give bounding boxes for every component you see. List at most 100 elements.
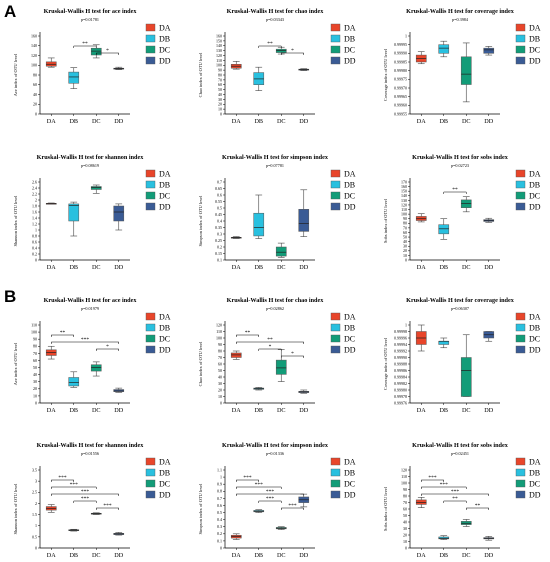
y-tick-label: 0.99996 [394,335,407,340]
y-tick-label: 0.4 [32,245,37,250]
x-tick-label: DD [299,407,308,414]
y-tick-label: 90 [33,337,37,342]
chart-subtitle: p=0.03343 [266,17,284,22]
significance-label: *** [70,482,79,488]
x-tick-label: DC [462,118,471,125]
y-tick-label: 60 [33,358,37,363]
legend-label: DA [344,24,356,33]
legend-label: DA [344,170,356,179]
chart-title: Kruskal-Wallis H test for ace index [44,8,138,15]
y-tick-label: 1.4 [32,215,37,220]
legend-label: DA [529,313,541,322]
x-tick-label: DC [462,407,471,414]
legend-swatch-dc [330,479,341,488]
y-tick-label: 40 [33,92,37,97]
legend-label: DC [529,335,540,344]
y-tick-label: 0.99998 [394,329,407,334]
y-tick-label: 120 [216,53,222,58]
y-tick-label: 30 [403,244,407,249]
legend-label: DA [159,170,171,179]
significance-label: * [106,344,109,350]
chart-9: Kruskal-Wallis H test for coverage index… [383,297,541,414]
y-tick-label: 80 [403,221,407,226]
y-tick-label: 0.99970 [394,85,407,90]
y-axis-label: Simpson index of OTU level [198,195,203,247]
significance-label: * [106,48,109,54]
y-tick-label: 0 [405,257,407,262]
x-tick-label: DB [69,407,78,414]
legend-swatch-dd [330,56,341,65]
x-tick-label: DB [69,264,78,271]
legend-swatch-da [515,312,526,321]
y-tick-label: 160 [31,33,37,38]
legend-label: DD [344,346,356,355]
y-tick-label: 110 [216,329,222,334]
x-tick-label: DC [277,118,286,125]
y-tick-label: 90 [403,487,407,492]
y-tick-label: 150 [401,189,407,194]
legend-label: DC [344,192,355,201]
y-tick-label: 130 [401,198,407,203]
chart-10: Kruskal-Wallis H test for shannon index p… [13,442,171,559]
y-tick-label: 1.2 [32,221,37,226]
y-tick-label: 0.6 [217,503,222,508]
y-tick-label: 60 [403,230,407,235]
box-dc [460,357,472,397]
y-tick-label: 0.99960 [394,103,407,108]
y-tick-label: 40 [218,374,222,379]
legend-swatch-db [145,323,156,332]
legend-swatch-dc [515,45,526,54]
chart-6: Kruskal-Wallis H test for sobs index p=0.… [383,154,541,271]
y-tick-label: 80 [33,72,37,77]
legend-swatch-da [330,457,341,466]
x-tick-label: DD [114,552,123,559]
legend-label: DB [529,469,540,478]
y-tick-label: 0.4 [217,517,222,522]
chart-2: Kruskal-Wallis H test for chao index p=0.… [198,8,356,125]
y-tick-label: 0.99988 [394,361,407,366]
legend-label: DA [529,24,541,33]
box-dc [275,246,287,257]
significance-label: *** [81,496,90,502]
chart-subtitle: p=0.02451 [451,451,469,456]
x-tick-label: DC [277,552,286,559]
chart-subtitle: p=0.08619 [81,163,99,168]
y-tick-label: 110 [216,58,222,63]
significance-label: * [269,344,272,350]
y-tick-label: 0.35 [215,225,222,230]
x-tick-label: DC [92,264,101,271]
chart-11: Kruskal-Wallis H test for simpson index p… [198,442,356,559]
y-tick-label: 10 [33,393,37,398]
legend-label: DB [159,35,170,44]
box-db [253,212,265,237]
legend-swatch-dd [515,56,526,65]
x-tick-label: DA [232,552,241,559]
x-tick-label: DA [417,264,426,271]
y-tick-label: 1 [405,322,407,327]
y-tick-label: 0.99985 [394,59,407,64]
y-tick-label: 50 [403,234,407,239]
y-tick-label: 130 [216,48,222,53]
legend-swatch-da [145,457,156,466]
legend-swatch-da [515,23,526,32]
y-tick-label: 0.55 [215,199,222,204]
x-tick-label: DA [417,118,426,125]
x-tick-label: DA [232,407,241,414]
y-tick-label: 1.8 [32,203,37,208]
y-tick-label: 110 [401,474,407,479]
legend-swatch-dc [330,334,341,343]
y-tick-label: 10 [218,394,222,399]
x-tick-label: DB [254,407,263,414]
legend-swatch-dd [515,345,526,354]
y-tick-label: 0.99975 [394,77,407,82]
y-tick-label: 60 [33,82,37,87]
box-dc [90,47,102,56]
y-tick-label: 0.25 [215,238,222,243]
y-tick-label: 70 [218,77,222,82]
y-tick-label: 0 [220,545,222,550]
y-tick-label: 10 [218,107,222,112]
x-tick-label: DA [232,264,241,271]
significance-label: ** [245,330,251,336]
y-tick-label: 0 [220,400,222,405]
legend-swatch-dc [330,191,341,200]
